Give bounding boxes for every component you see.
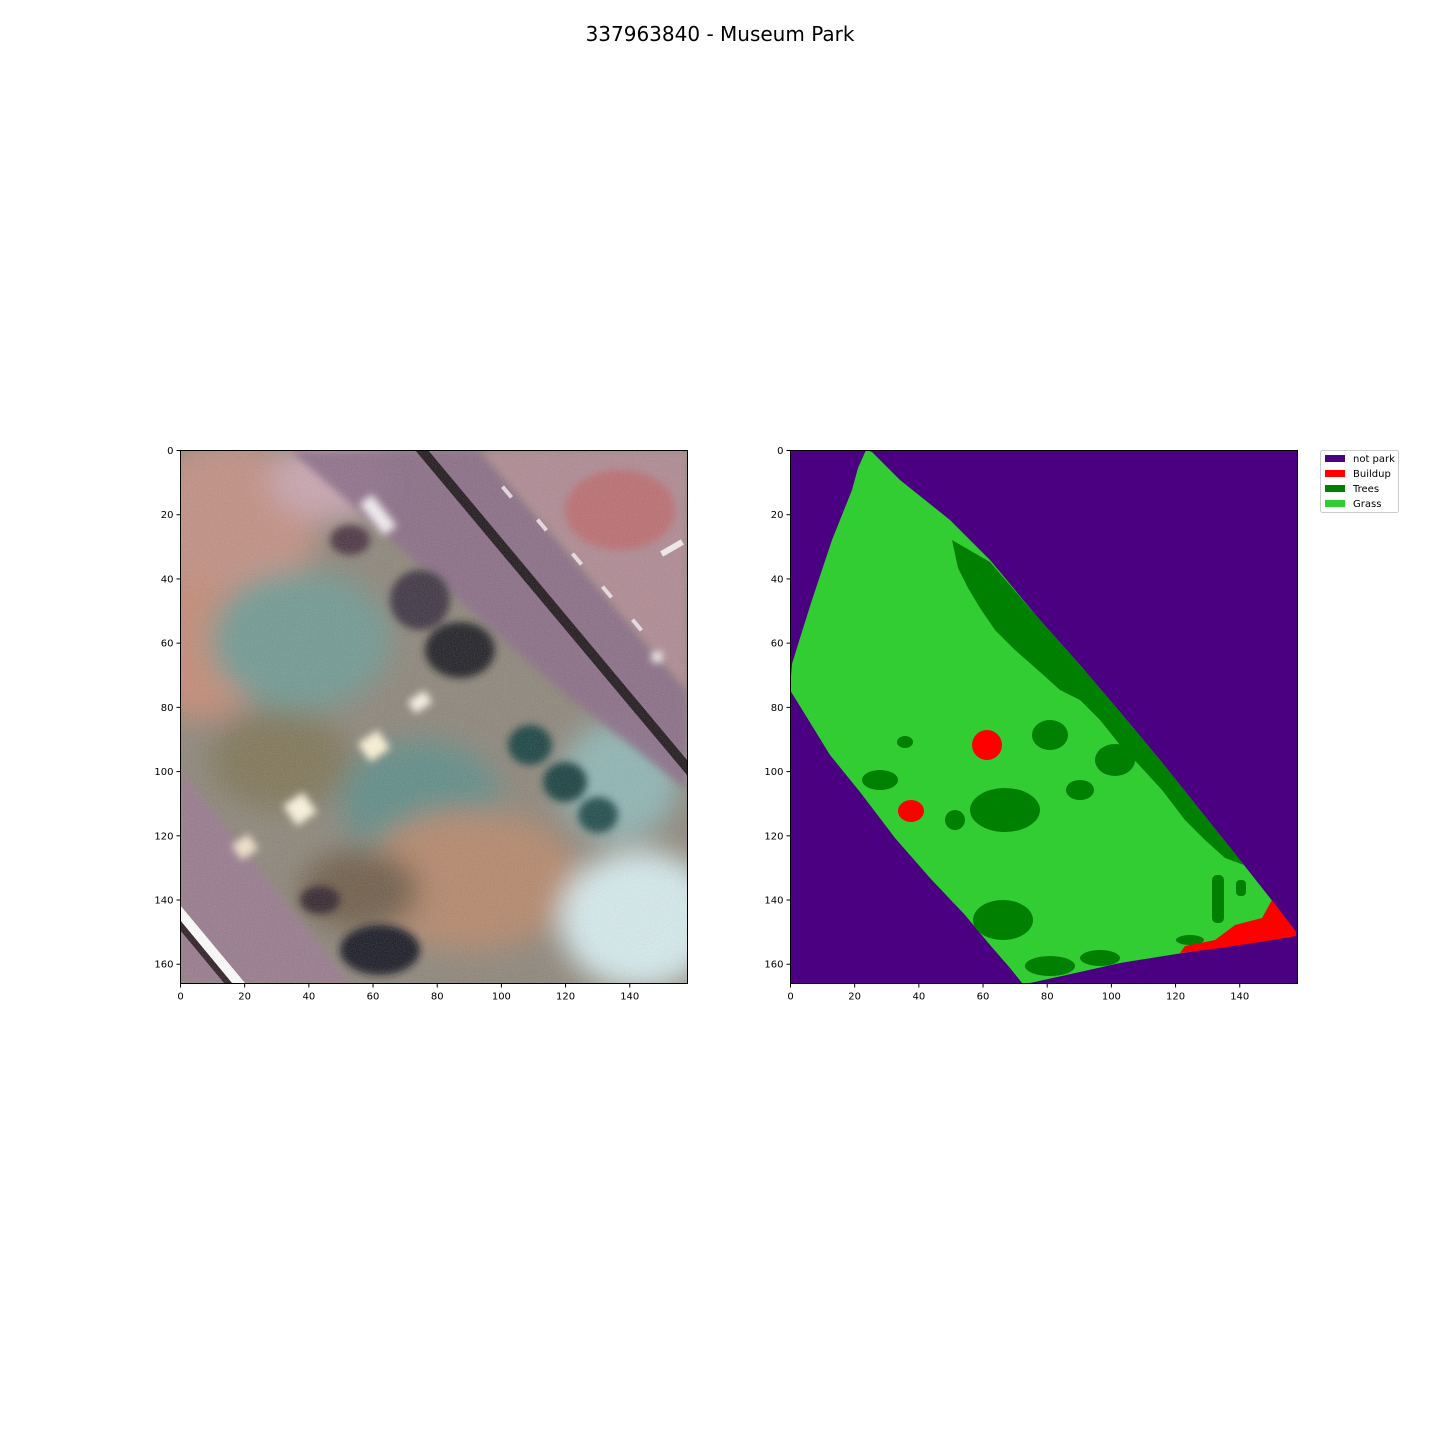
buildup-regions: [898, 730, 1296, 953]
classification-y-tick-label: 100: [764, 767, 783, 778]
legend-swatch: [1325, 485, 1345, 492]
satellite-y-tick-label: 20: [161, 510, 174, 521]
satellite-x-tick-label: 140: [620, 992, 639, 1003]
satellite-y-tick-label: 60: [161, 639, 174, 650]
satellite-y-tick-label: 40: [161, 574, 174, 585]
classification-y-tick-label: 60: [771, 639, 784, 650]
legend-label: not park: [1353, 454, 1395, 465]
classification-axes-frame: [790, 450, 1298, 984]
satellite-image: [180, 450, 687, 983]
satellite-x-tick-label: 40: [302, 992, 315, 1003]
classification-x-tick-label: 80: [1041, 992, 1054, 1003]
classification-x-tick-label: 40: [912, 992, 925, 1003]
classification-x-tick-label: 120: [1166, 992, 1185, 1003]
satellite-y-tick-label: 140: [154, 896, 173, 907]
legend-box: [1320, 450, 1399, 513]
satellite-axes-frame: [180, 450, 688, 984]
classification-image: [790, 450, 1297, 983]
classification-y-tick-label: 140: [764, 896, 783, 907]
legend-swatch: [1325, 455, 1345, 462]
classification-y-tick-label: 120: [764, 831, 783, 842]
classification-x-tick-label: 0: [787, 992, 793, 1003]
satellite-y-tick-label: 160: [154, 960, 173, 971]
figure-title: 337963840 - Museum Park: [585, 22, 855, 46]
satellite-axes: 0 20 40 60 80 100 120 140 0 20 40 60 80 100 120 140 160: [154, 446, 688, 1003]
legend-label: Trees: [1352, 484, 1379, 495]
trees-region: [952, 540, 1244, 865]
classification-axes: 0 20 40 60 80 100 120 140 0 20 40 60 80 100 120 140 160: [764, 446, 1298, 1003]
classification-y-tick-label: 20: [771, 510, 784, 521]
satellite-x-tick-label: 120: [556, 992, 575, 1003]
legend: not park Buildup Trees Grass: [1320, 450, 1399, 513]
satellite-x-tick-label: 80: [431, 992, 444, 1003]
satellite-y-tick-label: 120: [154, 831, 173, 842]
classification-y-tick-label: 80: [771, 703, 784, 714]
legend-swatch: [1325, 500, 1345, 507]
grass-region: [790, 450, 1296, 983]
satellite-x-tick-label: 20: [238, 992, 251, 1003]
classification-x-tick-label: 20: [848, 992, 861, 1003]
satellite-x-tick-label: 0: [177, 992, 183, 1003]
satellite-x-tick-label: 100: [492, 992, 511, 1003]
satellite-tick-labels: 0 20 40 60 80 100 120 140 0 20 40 60 80 100 120 140 160: [154, 446, 639, 1003]
satellite-x-tick-label: 60: [367, 992, 380, 1003]
classification-tick-labels: 0 20 40 60 80 100 120 140 0 20 40 60 80 100 120 140 160: [764, 446, 1249, 1003]
classification-x-tick-label: 60: [977, 992, 990, 1003]
classification-y-tick-label: 40: [771, 574, 784, 585]
legend-label: Buildup: [1353, 469, 1391, 480]
legend-label: Grass: [1353, 499, 1381, 510]
trees-patches: [862, 720, 1246, 976]
classification-y-tick-label: 160: [764, 960, 783, 971]
classification-y-tick-label: 0: [777, 446, 783, 457]
classification-x-tick-label: 140: [1230, 992, 1249, 1003]
classification-x-tick-label: 100: [1102, 992, 1121, 1003]
satellite-y-tick-label: 100: [154, 767, 173, 778]
satellite-y-tick-label: 0: [167, 446, 173, 457]
satellite-y-tick-label: 80: [161, 703, 174, 714]
legend-swatch: [1325, 470, 1345, 477]
